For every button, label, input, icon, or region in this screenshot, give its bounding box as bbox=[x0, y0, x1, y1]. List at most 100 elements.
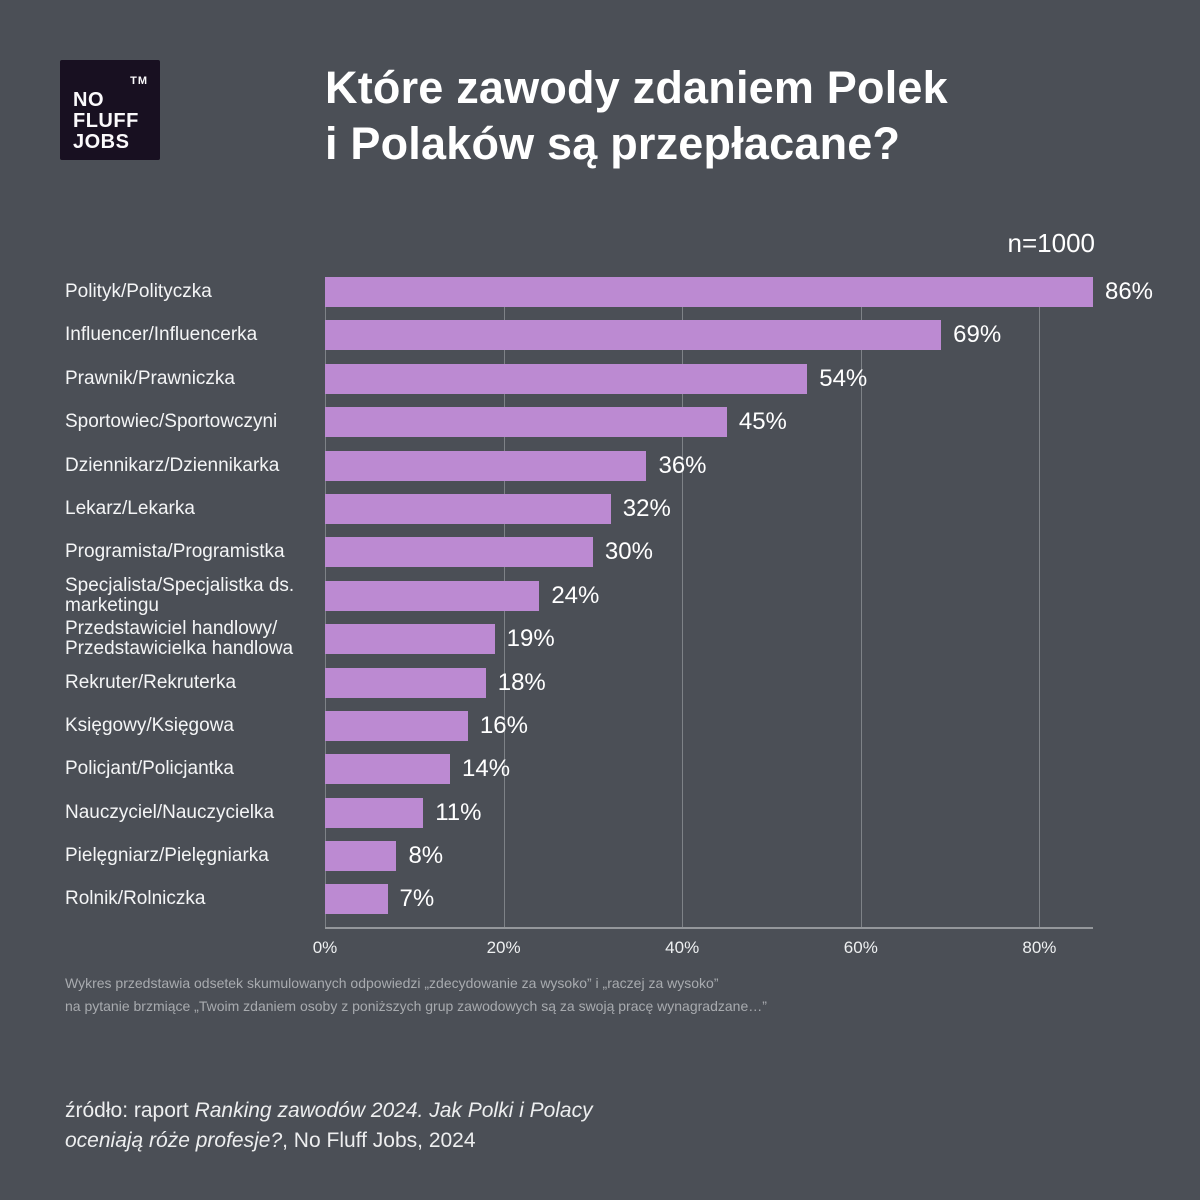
bar-value-label: 24% bbox=[551, 581, 600, 609]
logo-text-line: FLUFF bbox=[73, 110, 139, 132]
bar-track: 7% bbox=[325, 884, 1140, 915]
bar-row: Prawnik/Prawniczka 54% bbox=[65, 363, 1140, 407]
bar-track: 32% bbox=[325, 493, 1140, 524]
tick-label-20%: 20% bbox=[486, 938, 521, 957]
bar-track: 14% bbox=[325, 754, 1140, 785]
bar-value-label: 69% bbox=[953, 321, 1002, 349]
bar-row: Policjant/Policjantka 14% bbox=[65, 754, 1140, 797]
logo-text-line: JOBS bbox=[73, 131, 130, 153]
bar-track: 24% bbox=[325, 580, 1140, 611]
bar bbox=[325, 450, 647, 481]
bar bbox=[325, 493, 611, 524]
bar-value-label: 36% bbox=[658, 451, 707, 479]
tick-label-60%: 60% bbox=[843, 938, 878, 957]
gridline-80 bbox=[1039, 277, 1041, 928]
footnote-line-2: na pytanie brzmiące „Twoim zdaniem osoby… bbox=[65, 997, 767, 1014]
bar-row: Sportowiec/Sportowczyni 45% bbox=[65, 407, 1140, 450]
source-suffix: , No Fluff Jobs, 2024 bbox=[282, 1129, 476, 1152]
bar-row: Dziennikarz/Dziennikarka 36% bbox=[65, 450, 1140, 494]
bar bbox=[325, 841, 397, 872]
bar-track: 18% bbox=[325, 667, 1140, 698]
bar-row: Rolnik/Rolniczka 7% bbox=[65, 884, 1140, 927]
bar-track: 45% bbox=[325, 407, 1140, 438]
tick-label-0%: 0% bbox=[312, 938, 338, 957]
bar-value-label: 11% bbox=[435, 798, 482, 826]
category-label: Policjant/Policjantka bbox=[65, 758, 234, 780]
page-title: Które zawody zdaniem Polek i Polaków są … bbox=[325, 62, 948, 169]
bar-row: Influencer/Influencerka 69% bbox=[65, 320, 1140, 363]
bar-row: Nauczyciel/Nauczycielka 11% bbox=[65, 797, 1140, 841]
footnote: Wykres przedstawia odsetek skumulowanych… bbox=[65, 972, 865, 1017]
bar-value-label: 32% bbox=[622, 494, 671, 522]
trademark-symbol: TM bbox=[130, 75, 148, 87]
category-label: Rolnik/Rolniczka bbox=[65, 888, 206, 910]
bar-row: Programista/Programistka 30% bbox=[65, 537, 1140, 580]
bar-track: 69% bbox=[325, 320, 1140, 351]
bar-chart: Polityk/Polityczka 86% Influencer/Influenc… bbox=[65, 277, 1153, 928]
tick-label-40%: 40% bbox=[665, 938, 700, 957]
x-axis-line bbox=[325, 927, 1093, 929]
bar-track: 36% bbox=[325, 450, 1140, 481]
bar-track: 54% bbox=[325, 363, 1140, 394]
bar-value-label: 18% bbox=[497, 668, 546, 696]
bar bbox=[325, 710, 468, 741]
bar bbox=[325, 884, 388, 915]
category-label: Lekarz/Lekarka bbox=[65, 497, 195, 519]
logo-text-line: NO bbox=[73, 89, 104, 111]
bar-value-label: 30% bbox=[604, 538, 653, 566]
category-label: Programista/Programistka bbox=[65, 541, 285, 563]
source-report-title: Ranking zawodów 2024. Jak Polki i Polacy… bbox=[65, 1099, 593, 1152]
tick-label-80%: 80% bbox=[1022, 938, 1057, 957]
bar-row: Pielęgniarz/Pielęgniarka 8% bbox=[65, 841, 1140, 884]
gridline-60 bbox=[860, 277, 862, 928]
category-label: Specjalista/Specjalistka ds. marketingu bbox=[65, 574, 295, 616]
bar bbox=[325, 407, 727, 438]
bar-value-label: 7% bbox=[399, 885, 435, 913]
bar bbox=[325, 537, 593, 568]
category-label: Sportowiec/Sportowczyni bbox=[65, 411, 278, 433]
bar-row: Specjalista/Specjalistka ds. marketingu 2… bbox=[65, 574, 1140, 624]
category-label: Dziennikarz/Dziennikarka bbox=[65, 454, 280, 476]
bar-row: Polityk/Polityczka 86% bbox=[65, 277, 1153, 320]
category-label: Influencer/Influencerka bbox=[65, 324, 258, 346]
source-prefix: źródło: raport bbox=[65, 1099, 195, 1122]
bar-track: 8% bbox=[325, 841, 1140, 872]
bar-value-label: 14% bbox=[462, 755, 511, 783]
bar-value-label: 86% bbox=[1104, 278, 1154, 305]
nofluffjobs-logo: TM NO FLUFF JOBS bbox=[60, 60, 160, 160]
bar-track: 11% bbox=[325, 797, 1140, 828]
bar-value-label: 54% bbox=[819, 364, 868, 392]
bar-row: Przedstawiciel handlowy/ Przedstawicielk… bbox=[65, 618, 1140, 667]
category-label: Rekruter/Rekruterka bbox=[65, 671, 237, 693]
bar bbox=[325, 320, 942, 351]
bar bbox=[325, 797, 424, 828]
bar-value-label: 8% bbox=[408, 842, 444, 870]
category-label: Przedstawiciel handlowy/ Przedstawicielk… bbox=[65, 618, 294, 660]
category-label: Polityk/Polityczka bbox=[65, 281, 212, 302]
bar bbox=[325, 667, 486, 698]
gridline-40 bbox=[682, 277, 684, 928]
category-label: Pielęgniarz/Pielęgniarka bbox=[65, 845, 269, 867]
bar-track: 86% bbox=[325, 277, 1153, 307]
bar-row: Księgowy/Księgowa 16% bbox=[65, 710, 1140, 754]
bar bbox=[325, 277, 1093, 307]
bar-track: 19% bbox=[325, 624, 1140, 655]
bar bbox=[325, 624, 495, 655]
source-line: źródło: raport Ranking zawodów 2024. Jak… bbox=[65, 1096, 655, 1156]
x-axis-tick-labels: 0% 20% 40% 60% 80% bbox=[0, 938, 1200, 962]
bar-row: Lekarz/Lekarka 32% bbox=[65, 493, 1140, 537]
bar-value-label: 19% bbox=[506, 625, 555, 653]
bar-track: 16% bbox=[325, 710, 1140, 741]
bar-value-label: 45% bbox=[738, 408, 787, 436]
bar-track: 30% bbox=[325, 537, 1140, 568]
category-label: Prawnik/Prawniczka bbox=[65, 367, 235, 389]
category-label: Księgowy/Księgowa bbox=[65, 714, 234, 736]
footnote-line-1: Wykres przedstawia odsetek skumulowanych… bbox=[65, 975, 719, 991]
bar bbox=[325, 363, 808, 394]
bar bbox=[325, 754, 451, 785]
bar-row: Rekruter/Rekruterka 18% bbox=[65, 667, 1140, 711]
category-label: Nauczyciel/Nauczycielka bbox=[65, 801, 275, 823]
bar bbox=[325, 580, 540, 611]
bar-value-label: 16% bbox=[479, 711, 528, 739]
